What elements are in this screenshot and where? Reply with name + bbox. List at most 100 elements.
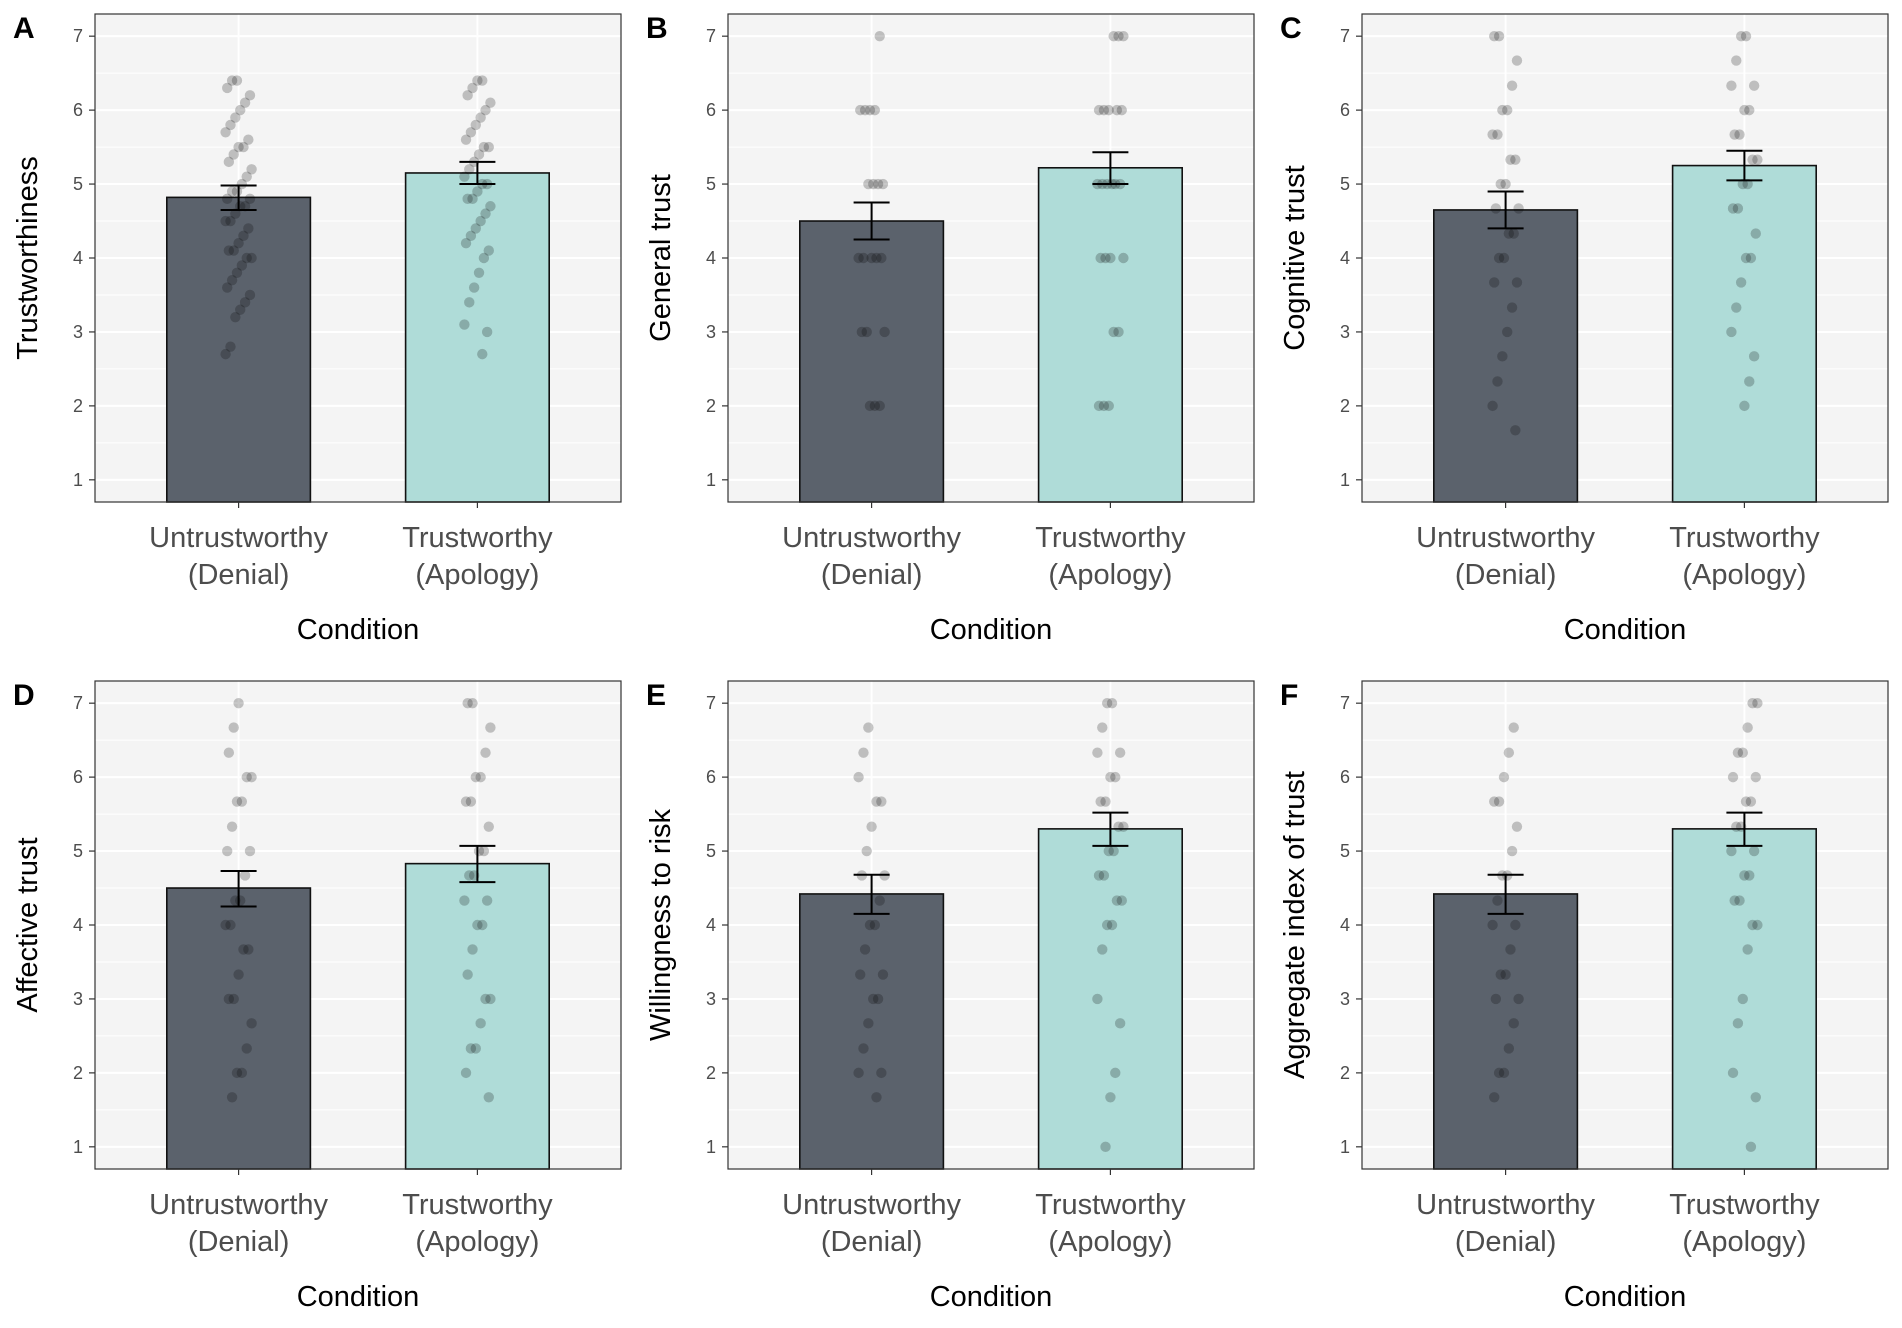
data-point xyxy=(858,747,869,758)
data-point xyxy=(1487,919,1498,931)
data-point xyxy=(1116,895,1127,906)
data-point xyxy=(477,348,488,360)
data-point xyxy=(223,993,235,1005)
bar-trustworthy xyxy=(1671,828,1818,1170)
data-point xyxy=(1489,30,1500,42)
data-point xyxy=(1750,228,1761,239)
data-point xyxy=(1495,178,1506,190)
y-tick-label: 4 xyxy=(73,915,83,935)
bar-trustworthy xyxy=(404,862,551,1170)
x-axis-title: Condition xyxy=(1564,1281,1687,1313)
data-point xyxy=(233,141,244,153)
data-point xyxy=(1108,326,1119,338)
data-point xyxy=(483,1092,494,1103)
data-point xyxy=(1726,845,1737,857)
x-tick-label: Trustworthy xyxy=(1669,522,1820,554)
data-point xyxy=(1513,203,1524,214)
x-tick-label: (Denial) xyxy=(188,559,290,591)
data-point xyxy=(1750,1092,1761,1103)
y-tick-label: 1 xyxy=(73,470,83,490)
data-point xyxy=(485,722,496,733)
y-tick-label: 2 xyxy=(1340,1063,1350,1083)
data-point xyxy=(223,156,235,168)
x-tick-label: (Denial) xyxy=(188,1226,290,1258)
data-point xyxy=(1732,747,1744,758)
data-point xyxy=(872,178,884,190)
data-point xyxy=(220,127,231,138)
y-tick-label: 1 xyxy=(706,470,716,490)
data-point xyxy=(853,252,864,264)
panel-label: D xyxy=(13,679,35,712)
data-point xyxy=(1489,1092,1500,1103)
data-point xyxy=(863,1018,874,1029)
data-point xyxy=(1503,228,1515,239)
panel-e: 1 2 3 4 5 6 7 Untrustworthy (Denial) Trustworthy (… xyxy=(645,679,1255,1313)
data-point xyxy=(1103,400,1114,412)
x-axis-title: Condition xyxy=(297,1281,420,1313)
data-point xyxy=(1489,277,1500,288)
data-point xyxy=(246,252,257,264)
data-point xyxy=(1510,425,1521,436)
data-point xyxy=(225,215,236,227)
data-point xyxy=(1497,351,1508,362)
data-point xyxy=(223,245,235,256)
data-point xyxy=(1100,1141,1111,1153)
data-point xyxy=(1752,697,1763,709)
data-point xyxy=(869,104,881,116)
data-point xyxy=(462,193,473,205)
data-point xyxy=(1508,722,1519,733)
data-point xyxy=(855,104,866,116)
data-point xyxy=(869,919,881,931)
data-point xyxy=(1744,104,1755,116)
data-point xyxy=(858,1043,869,1054)
data-point xyxy=(1116,104,1127,116)
data-point xyxy=(1737,993,1748,1005)
data-point xyxy=(225,119,236,131)
data-point xyxy=(874,895,885,906)
data-point xyxy=(1492,129,1503,140)
y-tick-label: 7 xyxy=(1340,26,1350,46)
data-point xyxy=(1731,821,1742,832)
data-point xyxy=(226,186,238,197)
data-point xyxy=(858,252,869,264)
data-point xyxy=(246,771,257,783)
data-point xyxy=(1506,302,1518,313)
y-tick-label: 2 xyxy=(706,396,716,416)
y-axis-title: Willingness to risk xyxy=(645,808,677,1041)
bar-trustworthy xyxy=(1037,828,1184,1170)
data-point xyxy=(460,238,472,249)
x-axis-title: Condition xyxy=(1564,614,1687,646)
data-point xyxy=(470,223,481,234)
x-axis-title: Condition xyxy=(297,614,420,646)
data-point xyxy=(1101,697,1113,709)
data-point xyxy=(1513,993,1524,1005)
data-point xyxy=(470,1043,481,1054)
data-point xyxy=(1114,1018,1126,1029)
data-point xyxy=(1098,104,1110,116)
x-tick-label: Untrustworthy xyxy=(149,522,328,554)
data-point xyxy=(480,993,491,1005)
data-point xyxy=(863,722,874,733)
data-point xyxy=(864,104,876,116)
data-point xyxy=(467,944,478,955)
data-point xyxy=(1747,697,1758,709)
data-point xyxy=(475,1018,486,1029)
y-tick-label: 6 xyxy=(73,767,83,787)
data-point xyxy=(239,870,251,881)
x-tick-label: (Apology) xyxy=(1048,1226,1172,1258)
data-point xyxy=(877,178,889,190)
data-point xyxy=(464,870,475,881)
panel-label: A xyxy=(13,12,35,45)
data-point xyxy=(1727,1067,1739,1079)
data-point xyxy=(231,796,243,807)
data-point xyxy=(244,289,256,301)
y-axis-title: Affective trust xyxy=(12,837,44,1012)
data-point xyxy=(243,944,254,955)
data-point xyxy=(1506,80,1518,91)
y-tick-label: 6 xyxy=(1340,100,1350,120)
y-tick-label: 3 xyxy=(1340,322,1350,342)
y-tick-label: 3 xyxy=(706,322,716,342)
data-point xyxy=(1113,821,1124,832)
data-point xyxy=(1742,722,1753,733)
panel-f: 1 2 3 4 5 6 7 Untrustworthy (Denial) Trustworthy (… xyxy=(1279,679,1889,1313)
